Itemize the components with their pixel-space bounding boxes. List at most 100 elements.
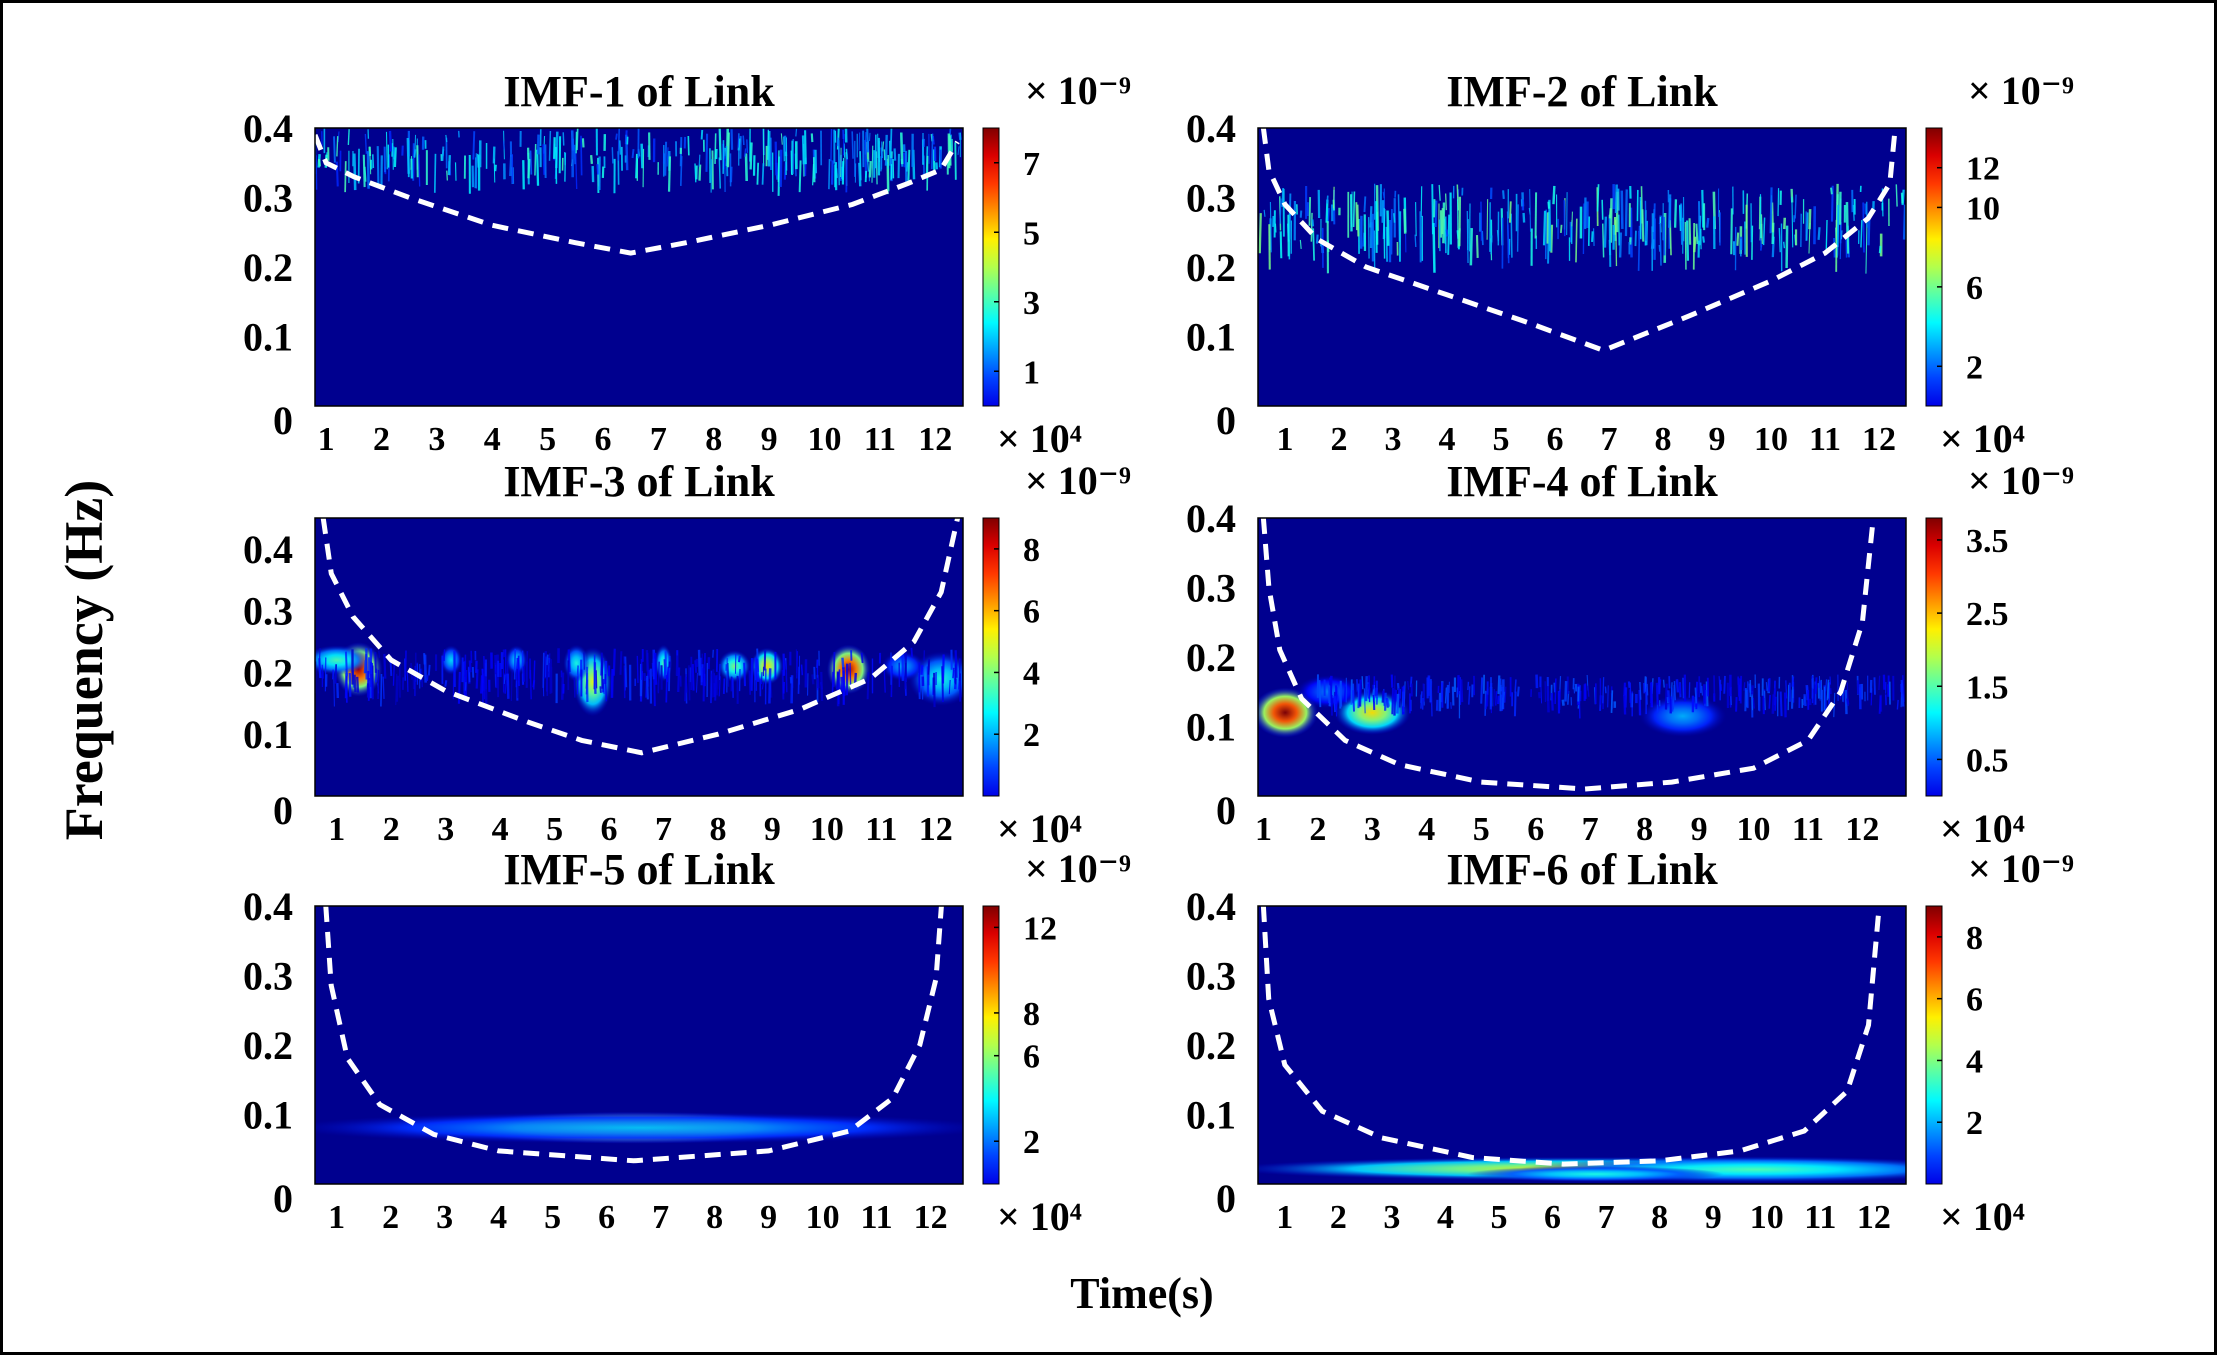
ripple-streak — [1318, 680, 1322, 708]
ripple-streak — [529, 150, 533, 175]
ripple-streak — [1778, 227, 1781, 253]
ripple-streak — [1486, 199, 1489, 240]
ripple-streak — [1751, 695, 1754, 711]
ripple-streak — [871, 145, 874, 183]
ripple-streak — [1587, 685, 1590, 697]
ripple-streak — [1735, 697, 1738, 712]
ripple-streak — [1596, 184, 1600, 212]
ripple-streak — [710, 159, 713, 193]
ripple-streak — [615, 133, 618, 140]
ripple-streak — [334, 664, 338, 684]
ripple-streak — [716, 671, 720, 690]
ripple-streak — [619, 651, 623, 675]
ripple-streak — [1384, 692, 1387, 711]
ripple-streak — [1771, 694, 1775, 714]
ripple-streak — [468, 667, 471, 683]
ripple-streak — [910, 647, 913, 657]
ripple-streak — [694, 660, 698, 673]
ripple-streak — [1475, 235, 1479, 258]
ripple-streak — [1466, 210, 1469, 264]
ripple-streak — [482, 655, 486, 674]
ripple-streak — [1701, 685, 1703, 696]
ripple-streak — [1420, 691, 1423, 709]
x-tick-label: 1 — [1255, 811, 1272, 848]
ripple-streak — [880, 147, 884, 159]
ripple-streak — [362, 154, 366, 188]
ripple-streak — [527, 158, 531, 179]
y-tick-label: 0 — [273, 398, 293, 443]
ripple-streak — [1508, 201, 1512, 223]
ripple-streak — [804, 130, 807, 165]
panel-title: IMF-2 of Link — [1446, 67, 1718, 116]
ripple-streak — [1865, 223, 1868, 274]
ripple-streak — [1431, 184, 1434, 235]
ripple-streak — [1860, 220, 1863, 248]
ripple-streak — [503, 674, 506, 685]
ripple-streak — [1484, 690, 1487, 716]
ripple-streak — [1385, 697, 1389, 708]
x-tick-label: 1 — [328, 1199, 345, 1236]
ripple-streak — [369, 146, 372, 175]
ripple-streak — [385, 131, 388, 170]
ripple-streak — [653, 652, 658, 685]
colorbar — [1925, 905, 1943, 1185]
ripple-streak — [1743, 682, 1746, 691]
y-tick-label: 0.2 — [243, 650, 293, 695]
ripple-streak — [573, 677, 576, 698]
colorbar-tick-label: 3.5 — [1966, 523, 2009, 560]
ripple-streak — [348, 672, 352, 697]
ripple-streak — [336, 683, 340, 699]
ripple-streak — [1571, 211, 1573, 227]
x-tick-label: 2 — [1309, 811, 1326, 848]
ripple-streak — [1558, 689, 1561, 710]
ripple-streak — [1623, 695, 1627, 715]
ripple-streak — [1686, 220, 1690, 261]
ripple-streak — [1736, 232, 1740, 246]
y-axis-label: Frequency (Hz) — [54, 480, 114, 840]
y-tick-label: 0 — [273, 1176, 293, 1221]
ripple-streak — [1900, 679, 1904, 698]
ripple-streak — [1627, 681, 1631, 688]
ripple-streak — [1333, 695, 1337, 704]
ripple-streak — [1386, 210, 1390, 246]
y-tick-label: 0.4 — [243, 884, 293, 929]
ripple-streak — [1550, 692, 1554, 711]
ripple-streak — [838, 140, 841, 174]
cone-of-influence — [1260, 518, 1876, 792]
ripple-streak — [636, 655, 639, 683]
ripple-streak — [663, 659, 667, 679]
colorbar-exponent-label: × 10⁻⁹ — [1968, 458, 2074, 503]
ripple-streak — [611, 147, 614, 164]
ripple-streak — [333, 670, 335, 707]
ripple-streak — [1554, 678, 1557, 704]
ripple-streak — [727, 663, 730, 687]
ripple-streak — [1363, 688, 1366, 714]
ripple-streak — [502, 649, 506, 658]
ripple-streak — [691, 663, 695, 691]
colorbar-tick-label: 2 — [1023, 1124, 1040, 1161]
colorbar-tick-label: 3 — [1023, 285, 1040, 322]
colorbar — [1925, 127, 1943, 407]
ripple-streak — [1564, 681, 1568, 702]
ripple-streak — [1310, 212, 1313, 242]
colorbar — [982, 905, 1000, 1185]
x-tick-label: 12 — [919, 811, 953, 848]
energy-blob — [717, 650, 751, 683]
ripple-streak — [828, 159, 831, 190]
ripple-streak — [700, 129, 704, 140]
ripple-streak — [1637, 225, 1641, 271]
ripple-streak — [1504, 686, 1507, 703]
ripple-streak — [1480, 677, 1484, 704]
ripple-streak — [954, 142, 957, 180]
ripple-streak — [1407, 681, 1410, 690]
ripple-streak — [468, 660, 472, 673]
ripple-streak — [1442, 202, 1446, 244]
ripple-streak — [742, 135, 745, 146]
colorbar-tick-label: 2 — [1966, 349, 1983, 386]
ripple-streak — [395, 675, 399, 702]
ripple-streak — [893, 148, 897, 161]
x-exponent-label: × 10⁴ — [997, 806, 1082, 851]
ripple-streak — [336, 136, 339, 157]
ripple-streak — [418, 154, 421, 187]
x-tick-label: 9 — [761, 421, 778, 458]
